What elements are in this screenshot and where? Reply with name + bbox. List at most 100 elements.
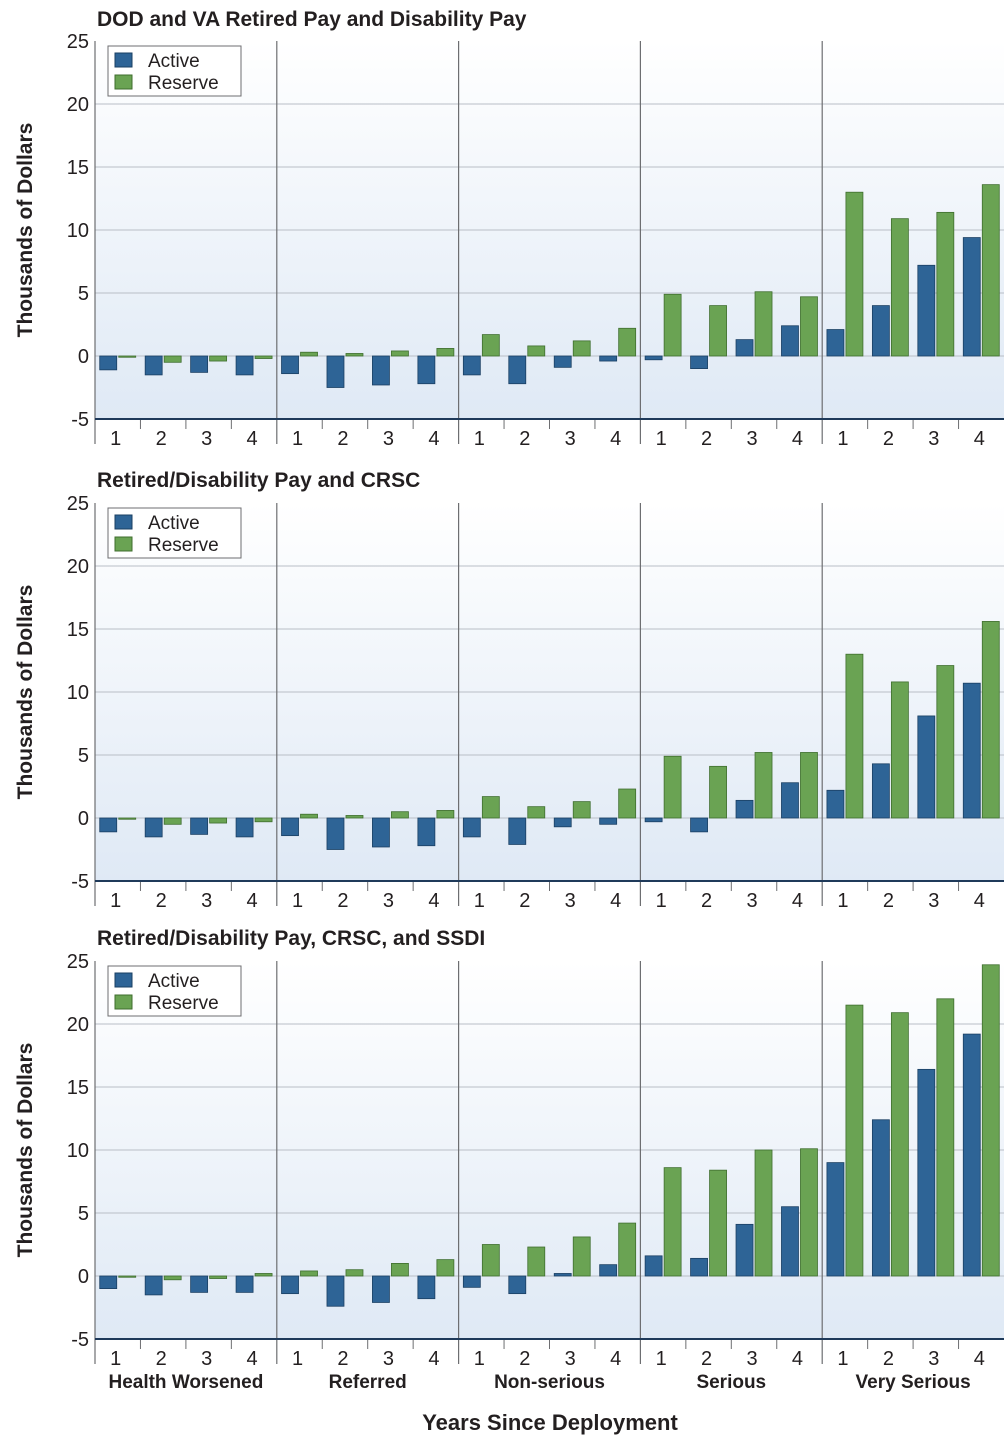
x-tick-label: 2 bbox=[701, 890, 712, 912]
legend: Active Reserve bbox=[107, 965, 242, 1017]
legend-swatch-active bbox=[114, 972, 133, 988]
bar-reserve bbox=[345, 353, 364, 357]
x-tick-label: 1 bbox=[656, 1348, 667, 1370]
bar-active bbox=[962, 682, 981, 819]
x-tick-label: 2 bbox=[156, 1348, 167, 1370]
x-tick-label: 2 bbox=[156, 428, 167, 450]
bar-active bbox=[99, 817, 118, 833]
bar-reserve bbox=[618, 1222, 637, 1277]
group-label: Very Serious bbox=[856, 1372, 971, 1393]
bar-active bbox=[144, 1275, 163, 1296]
bar-reserve bbox=[754, 752, 773, 819]
bar-active bbox=[599, 355, 618, 362]
bar-reserve bbox=[890, 681, 909, 819]
bar-reserve bbox=[391, 1263, 409, 1277]
bar-active bbox=[599, 817, 618, 825]
bar-reserve bbox=[163, 817, 182, 825]
x-tick-label: 1 bbox=[837, 428, 848, 450]
bar-active bbox=[190, 355, 209, 373]
bar-reserve bbox=[527, 1246, 546, 1277]
y-tick-label: 15 bbox=[67, 619, 89, 641]
x-tick-label: 4 bbox=[428, 890, 439, 912]
x-tick-label: 1 bbox=[292, 890, 303, 912]
bar-active bbox=[735, 1223, 754, 1277]
bar-reserve bbox=[800, 296, 818, 357]
x-tick-label: 3 bbox=[746, 428, 757, 450]
bar-active bbox=[781, 782, 799, 819]
bar-active bbox=[781, 1206, 799, 1277]
bar-reserve bbox=[209, 817, 228, 824]
x-tick-label: 2 bbox=[519, 890, 530, 912]
y-tick-label: 20 bbox=[67, 1014, 89, 1036]
bar-reserve bbox=[845, 1004, 864, 1277]
bar-reserve bbox=[572, 340, 591, 357]
bar-active bbox=[735, 339, 754, 357]
x-tick-label: 1 bbox=[837, 890, 848, 912]
x-tick-label: 2 bbox=[883, 428, 894, 450]
chart-title: Retired/Disability Pay, CRSC, and SSDI bbox=[97, 927, 485, 950]
chart-panel-2: -5 0 5 10 15 20 25 1 2 3 4 1 2 3 4 1 2 3 4 1 2 3 4 1 2 3 4 Retired… bbox=[14, 469, 1004, 912]
bar-reserve bbox=[118, 817, 137, 820]
bar-active bbox=[553, 817, 572, 828]
bar-active bbox=[281, 355, 299, 375]
bar-active bbox=[962, 1033, 981, 1277]
bar-active bbox=[962, 237, 981, 357]
legend-label-active: Active bbox=[148, 51, 200, 72]
bar-active bbox=[690, 355, 708, 370]
x-tick-label: 3 bbox=[201, 428, 212, 450]
bar-reserve bbox=[118, 355, 137, 358]
bar-reserve bbox=[391, 811, 409, 819]
chart-panel-1: -5 0 5 10 15 20 25 1 2 3 4 1 2 3 4 1 2 3 4 1 2 3 4 1 2 3 4 DOD and… bbox=[14, 8, 1004, 450]
bar-reserve bbox=[481, 796, 500, 819]
x-tick-label: 4 bbox=[428, 428, 439, 450]
legend-label-active: Active bbox=[148, 971, 200, 992]
bar-active bbox=[508, 1275, 527, 1295]
legend-swatch-active bbox=[114, 52, 133, 68]
bar-reserve bbox=[663, 293, 682, 357]
x-tick-label: 2 bbox=[883, 890, 894, 912]
bar-reserve bbox=[572, 1236, 591, 1277]
x-tick-label: 4 bbox=[247, 428, 258, 450]
bar-active bbox=[235, 355, 254, 376]
bar-reserve bbox=[345, 1269, 364, 1277]
bar-active bbox=[781, 325, 799, 357]
bar-reserve bbox=[845, 191, 864, 357]
bar-active bbox=[599, 1264, 618, 1277]
bar-reserve bbox=[254, 1273, 273, 1277]
bar-active bbox=[417, 355, 436, 385]
bar-reserve bbox=[981, 964, 1000, 1277]
y-tick-label: 25 bbox=[67, 951, 89, 973]
bar-reserve bbox=[936, 211, 955, 357]
bar-active bbox=[826, 1162, 845, 1277]
bar-reserve bbox=[345, 815, 364, 819]
y-tick-label: 25 bbox=[67, 493, 89, 515]
bar-reserve bbox=[800, 752, 818, 819]
x-tick-label: 1 bbox=[656, 428, 667, 450]
x-tick-label: 3 bbox=[746, 1348, 757, 1370]
bar-reserve bbox=[981, 621, 1000, 819]
bar-active bbox=[417, 1275, 436, 1300]
bar-active bbox=[99, 355, 118, 371]
bar-active bbox=[462, 1275, 481, 1288]
x-tick-label: 1 bbox=[292, 428, 303, 450]
bar-active bbox=[871, 305, 890, 357]
x-tick-label: 1 bbox=[837, 1348, 848, 1370]
x-tick-label: 4 bbox=[247, 1348, 258, 1370]
bar-reserve bbox=[709, 765, 727, 819]
x-tick-label: 1 bbox=[656, 890, 667, 912]
x-tick-label: 4 bbox=[610, 428, 621, 450]
bar-reserve bbox=[254, 817, 273, 823]
bar-reserve bbox=[754, 1149, 773, 1277]
bar-reserve bbox=[436, 810, 455, 819]
bar-active bbox=[644, 355, 663, 361]
bar-reserve bbox=[391, 350, 409, 357]
x-tick-label: 2 bbox=[337, 428, 348, 450]
bar-active bbox=[235, 817, 254, 838]
y-tick-label: 15 bbox=[67, 1077, 89, 1099]
group-label: Serious bbox=[696, 1372, 766, 1393]
bar-active bbox=[508, 355, 527, 385]
legend-label-reserve: Reserve bbox=[148, 73, 219, 94]
chart-panel-3: -5 0 5 10 15 20 25 1 2 3 4 1 2 3 4 1 2 3 4 1 2 3 4 1 2 3 4 Retired… bbox=[14, 927, 1004, 1393]
y-tick-label: 5 bbox=[78, 745, 89, 767]
